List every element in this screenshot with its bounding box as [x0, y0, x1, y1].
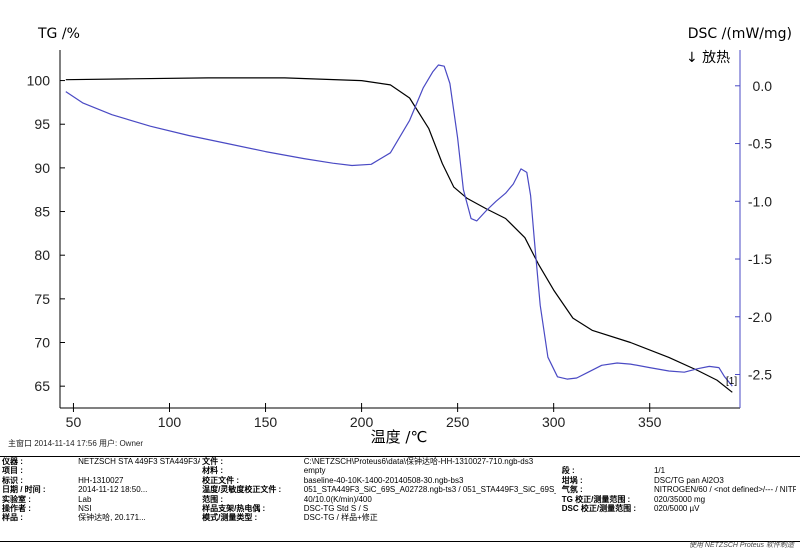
- info-key: 020/5000 µV: [653, 504, 700, 514]
- info-value: [796, 495, 800, 504]
- info-key: 模式/测量类型 :: [202, 513, 258, 523]
- x-tick-label: 100: [158, 414, 182, 430]
- info-value: [796, 513, 800, 522]
- info-value: empty: [303, 466, 326, 476]
- series-lines: [65, 64, 733, 393]
- info-value: 保钟达哈, 20.171...: [78, 513, 146, 523]
- y-left-axis-title: TG /%: [37, 26, 80, 42]
- info-key: 项目 :: [2, 466, 23, 476]
- y-left-tick-label: 100: [27, 73, 51, 89]
- info-row: 操作者 : NSI 样品支架/热电偶 : DSC-TG Std S / S DSC 校正…: [0, 504, 800, 513]
- info-value: DSC-TG Std S / S: [303, 504, 369, 514]
- info-value: NETZSCH STA 449F3 STA449F3A-0674-M: [78, 457, 201, 466]
- info-value: baseline-40-10K-1400-20140508-30.ngb-bs3: [303, 475, 464, 485]
- info-row: 仪器 : NETZSCH STA 449F3 STA449F3A-0674-M文件…: [0, 457, 800, 466]
- y-right-tick-label: -1.5: [748, 251, 772, 267]
- info-key: 实验室 :: [2, 494, 31, 504]
- info-key: 温度/灵敏度校正文件 :: [202, 485, 282, 495]
- info-key: 校正文件 :: [202, 475, 239, 485]
- meta-line: 主窗口 2014-11-14 17:56 用户: Owner: [8, 439, 144, 448]
- y-left-tick-label: 90: [34, 160, 50, 176]
- info-table: 仪器 : NETZSCH STA 449F3 STA449F3A-0674-M文件…: [0, 457, 800, 523]
- info-key: 020/35000 mg: [653, 494, 706, 504]
- info-value: 2014-11-12 18:50...: [78, 485, 148, 495]
- y-left-tick-label: 85: [34, 204, 50, 220]
- info-value: [796, 476, 800, 485]
- info-value: [560, 513, 652, 522]
- info-value: [796, 485, 800, 494]
- footer: 使用 NETZSCH Proteus 软件制造: [688, 542, 794, 549]
- info-row: 标识 : HH-1310027 校正文件 : baseline-40-10K-1400…: [0, 476, 800, 485]
- info-key: 标识 :: [2, 475, 23, 485]
- y-left-tick-label: 95: [34, 116, 50, 132]
- info-value: [796, 466, 800, 475]
- info-row: 项目 : 材料 : empty 段 : 1/1: [0, 466, 800, 475]
- x-tick-label: 250: [446, 414, 470, 430]
- info-value: [560, 457, 652, 466]
- info-key: 仪器 :: [2, 457, 23, 466]
- info-key: 范围 :: [202, 494, 223, 504]
- y-right-axis-title: DSC /(mW/mg): [688, 26, 792, 42]
- x-tick-label: 50: [66, 414, 82, 430]
- y-left-tick-label: 75: [34, 291, 50, 307]
- y-left-tick-label: 65: [34, 378, 50, 394]
- x-tick-label: 200: [350, 414, 374, 430]
- y-right-tick-label: -1.0: [748, 193, 772, 209]
- info-value: TG 校正/测量范围 :: [561, 494, 631, 504]
- info-value: [76, 466, 200, 475]
- info-value: 坩埚 :: [561, 475, 583, 485]
- tick-labels: 50 100 150 200 250 300 350 65 70 75 80 85 90 95 100 0.0…: [27, 73, 773, 430]
- info-key: DSC/TG pan Al2O3: [653, 475, 724, 485]
- y-left-tick-label: 70: [34, 335, 50, 351]
- info-value: 40/10.0(K/min)/400: [303, 494, 372, 504]
- info-value: [796, 504, 800, 513]
- info-row: 实验室 : Lab 范围 : 40/10.0(K/min)/400 TG 校正/测量范围…: [0, 495, 800, 504]
- info-key: 材料 :: [202, 466, 223, 476]
- info-key: 文件 :: [202, 457, 223, 466]
- curve-end-label: [1]: [726, 376, 737, 387]
- info-key: [652, 513, 796, 522]
- info-key: 样品 :: [2, 513, 23, 523]
- info-value: HH-1310027: [78, 475, 124, 485]
- info-key: 1/1: [653, 466, 666, 476]
- info-value: [796, 457, 800, 466]
- info-row: 样品 : 保钟达哈, 20.171... 模式/测量类型 : DSC-TG / 样品+…: [0, 513, 800, 522]
- tg-dsc-chart: TG /% DSC /(mW/mg) ↓ 放热 温度 /℃ 50 100 150 20…: [27, 26, 792, 446]
- x-tick-label: 300: [542, 414, 566, 430]
- info-panel: 仪器 : NETZSCH STA 449F3 STA449F3A-0674-M文件…: [0, 456, 800, 542]
- dsc-curve: [65, 64, 733, 387]
- info-key: 日期 / 时间 :: [2, 485, 46, 495]
- x-tick-label: 150: [254, 414, 278, 430]
- info-key: [652, 457, 796, 466]
- info-key: 操作者 :: [2, 504, 31, 514]
- info-key: NITROGEN/60 / <not defined>/--- / NITROG…: [653, 485, 796, 495]
- info-value: DSC-TG / 样品+修正: [303, 513, 378, 523]
- y-left-tick-label: 80: [34, 247, 50, 263]
- x-tick-label: 350: [638, 414, 662, 430]
- info-value: NSI: [78, 504, 92, 514]
- info-value: Lab: [78, 494, 92, 504]
- y-right-tick-label: -2.5: [748, 367, 772, 383]
- info-value: 段 :: [561, 466, 575, 476]
- y-right-tick-label: 0.0: [753, 78, 773, 94]
- exo-direction-marker: ↓ 放热: [686, 50, 730, 66]
- info-key: 样品支架/热电偶 :: [202, 504, 266, 514]
- info-value: 051_STA449F3_SiC_69S_A02728.ngb-ts3 / 05…: [303, 485, 556, 495]
- tg-curve: [65, 77, 733, 393]
- x-axis-title: 温度 /℃: [371, 428, 428, 446]
- info-value: DSC 校正/测量范围 :: [561, 504, 636, 514]
- axes: [59, 50, 741, 412]
- y-right-tick-label: -2.0: [748, 309, 772, 325]
- info-value: 气氛 :: [561, 485, 583, 495]
- info-row: 日期 / 时间 : 2014-11-12 18:50... 温度/灵敏度校正文件 :…: [0, 485, 800, 494]
- y-right-tick-label: -0.5: [748, 136, 772, 152]
- info-value: C:\NETZSCH\Proteus6\data\保钟达哈-HH-1310027…: [303, 457, 534, 466]
